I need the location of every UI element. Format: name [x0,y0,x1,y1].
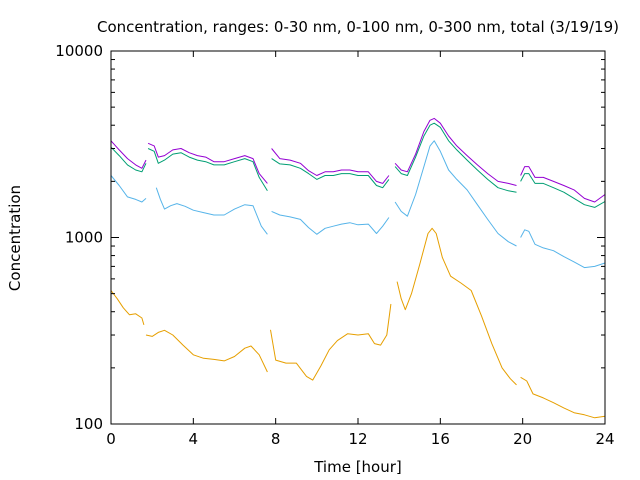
x-tick-label: 20 [513,430,532,448]
chart-title: Concentration, ranges: 0-30 nm, 0-100 nm… [97,18,619,36]
series-line-segment [520,229,606,269]
series-line-segment [110,290,145,326]
series-layer [110,117,606,419]
series-line-segment [110,175,147,203]
series-line-segment [110,146,147,173]
series-line-segment [147,142,268,184]
series-line-segment [271,158,390,189]
series-line-segment [271,210,390,235]
series-line-segment [394,117,517,186]
x-tick-label: 4 [189,430,199,448]
x-tick-label: 16 [431,430,450,448]
series-line-segment [271,148,390,184]
x-tick-label: 0 [106,430,116,448]
series-line-segment [394,122,517,193]
ticks-layer: 0 4 8 12 16 20 24 100 1000 10000 [55,42,614,448]
y-axis-label: Concentration [6,185,24,291]
y-tick-label: 100 [74,415,103,433]
x-tick-label: 12 [348,430,367,448]
series-line-segment [147,148,268,192]
series-2 [110,140,606,269]
x-tick-label: 24 [595,430,614,448]
series-line-segment [394,140,517,247]
series-line-segment [145,329,268,373]
y-tick-label: 1000 [65,229,103,247]
series-line-segment [520,376,606,419]
series-3 [110,122,606,208]
series-line-segment [520,166,606,203]
x-axis-label: Time [hour] [313,458,402,476]
series-line-segment [520,173,606,208]
series-line-segment [270,303,392,381]
series-line-segment [110,140,147,169]
series-line-segment [155,187,268,235]
plot-frame [110,50,606,425]
x-tick-label: 8 [271,430,281,448]
series-line-segment [396,227,517,386]
series-4 [110,117,606,203]
y-tick-label: 10000 [55,42,103,60]
series-1 [110,227,606,419]
